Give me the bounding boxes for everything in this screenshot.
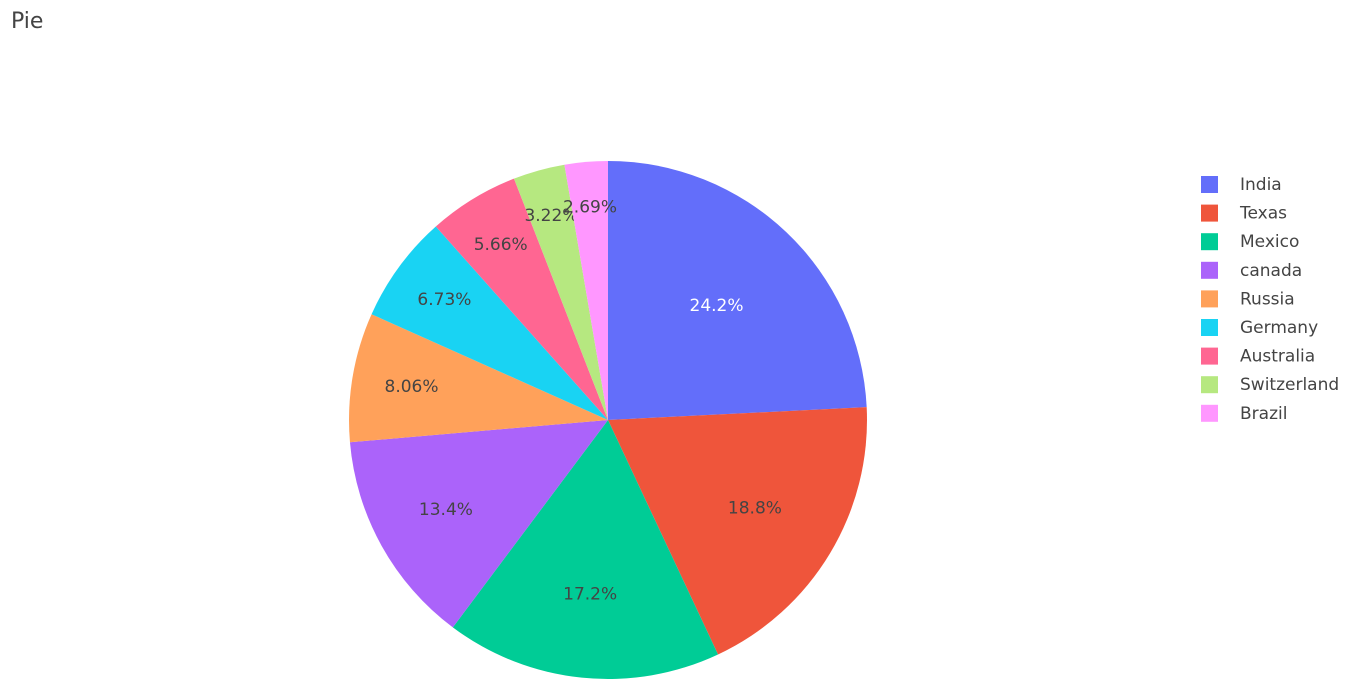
legend-label: Switzerland (1240, 375, 1339, 395)
legend-swatch (1201, 176, 1218, 193)
slice-label: 24.2% (690, 296, 744, 316)
pie-slice (348, 314, 608, 443)
slice-label: 5.66% (474, 235, 528, 255)
pie-slice (349, 420, 608, 628)
legend-label: canada (1240, 261, 1302, 281)
pie-slice (608, 161, 867, 420)
legend-label: Russia (1240, 289, 1295, 309)
pie-slice (371, 226, 608, 420)
legend-swatch (1201, 347, 1218, 365)
slice-label: 17.2% (563, 585, 617, 605)
slice-label: 13.4% (419, 500, 473, 520)
legend-label: Brazil (1240, 404, 1287, 424)
pie-slice (435, 178, 608, 420)
slice-label: 18.8% (728, 498, 782, 518)
pie-slice (608, 407, 867, 655)
legend-swatch (1201, 233, 1218, 251)
legend-label: Australia (1240, 347, 1315, 367)
slice-label: 3.22% (524, 206, 578, 226)
legend-swatch (1201, 290, 1218, 308)
legend-label: Germany (1240, 318, 1318, 338)
legend-label: Mexico (1240, 232, 1299, 252)
pie-slice (513, 164, 608, 420)
legend-label: India (1240, 175, 1282, 195)
legend-swatch (1201, 319, 1218, 336)
slice-label: 8.06% (385, 377, 439, 397)
chart-title: Pie (11, 9, 43, 34)
slice-label: 2.69% (563, 198, 617, 218)
legend-swatch (1201, 204, 1218, 222)
pie-slice (452, 420, 719, 679)
legend-swatch (1201, 376, 1218, 394)
legend-label: Texas (1239, 204, 1287, 224)
pie-slice (564, 161, 608, 420)
legend-swatch (1201, 261, 1218, 279)
slice-label: 6.73% (417, 290, 471, 310)
legend-swatch (1201, 404, 1218, 422)
